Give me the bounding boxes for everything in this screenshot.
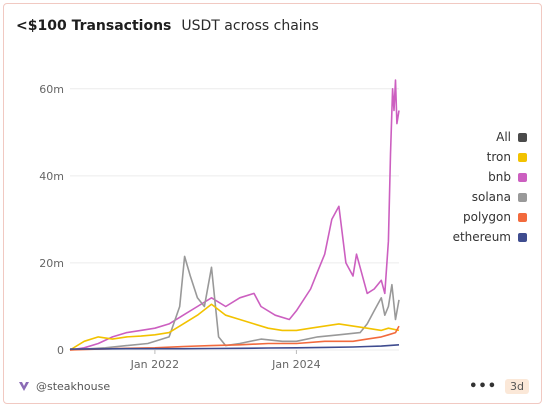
legend-swatch [518, 152, 527, 162]
legend-swatch [518, 212, 527, 222]
brand-label: @steakhouse [36, 379, 111, 393]
chart-footer: @steakhouse ••• 3d [18, 376, 529, 396]
legend-swatch [518, 232, 527, 242]
chart-subtitle: USDT across chains [181, 18, 319, 34]
legend-item-bnb[interactable]: bnb [453, 169, 527, 185]
y-tick-label: 0 [57, 344, 64, 357]
legend-swatch [518, 192, 527, 202]
legend-item-polygon[interactable]: polygon [453, 209, 527, 225]
brand: @steakhouse [18, 380, 110, 393]
legend-label: polygon [463, 210, 511, 224]
steakhouse-logo-icon [19, 382, 29, 391]
series-line-bnb [69, 79, 400, 351]
series-line-solana [69, 255, 400, 351]
more-options-button[interactable]: ••• [469, 378, 498, 394]
series-line-tron [69, 303, 400, 351]
chart-card: <$100 Transactions USDT across chains 0 2… [3, 3, 542, 404]
legend-swatch [518, 132, 527, 142]
legend-item-solana[interactable]: solana [453, 189, 527, 205]
chart-legend: All tron bnb solana polygon ethereum [453, 129, 527, 249]
legend-label: All [496, 130, 511, 144]
legend-label: tron [486, 150, 511, 164]
legend-item-all[interactable]: All [453, 129, 527, 145]
x-tick-label: Jan 2022 [130, 358, 179, 371]
chart-title: <$100 Transactions [16, 18, 172, 34]
legend-label: ethereum [452, 230, 511, 244]
line-chart: 0 20m 40m 60m Jan 2022 Jan 2024 [39, 79, 400, 371]
chart-header: <$100 Transactions USDT across chains [16, 18, 319, 34]
refresh-interval-badge[interactable]: 3d [505, 378, 529, 394]
legend-label: solana [471, 190, 511, 204]
y-tick-label: 20m [39, 257, 64, 270]
legend-item-tron[interactable]: tron [453, 149, 527, 165]
legend-item-ethereum[interactable]: ethereum [453, 229, 527, 245]
series-line-ethereum [69, 344, 400, 350]
y-tick-label: 40m [39, 170, 64, 183]
legend-swatch [518, 172, 527, 182]
y-tick-label: 60m [39, 83, 64, 96]
legend-label: bnb [488, 170, 511, 184]
x-tick-label: Jan 2024 [271, 358, 320, 371]
